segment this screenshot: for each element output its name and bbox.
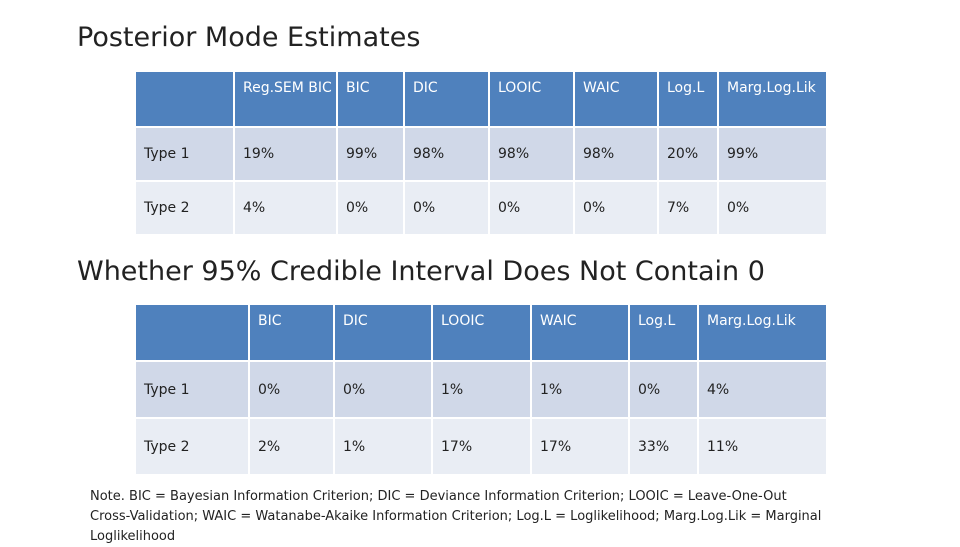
table1-header-row: Reg.SEM BIC BIC DIC LOOIC WAIC Log.L Mar… (134, 70, 828, 128)
table-row: Type 2 2% 1% 17% 17% 33% 11% (134, 417, 828, 476)
table2-header-cell: BIC (248, 303, 335, 362)
table-cell: 99% (717, 126, 828, 182)
row-label: Type 2 (134, 417, 250, 476)
table-cell: 17% (431, 417, 532, 476)
table1-title: Posterior Mode Estimates (77, 22, 421, 53)
table2-header-cell: Log.L (628, 303, 699, 362)
table-cell: 11% (697, 417, 828, 476)
credible-interval-table: BIC DIC LOOIC WAIC Log.L Marg.Log.Lik Ty… (134, 303, 828, 476)
table1-header-cell: Log.L (657, 70, 719, 128)
table-cell: 20% (657, 126, 719, 182)
table-cell: 0% (488, 180, 575, 236)
table2-header-cell: Marg.Log.Lik (697, 303, 828, 362)
table1-header-cell: Reg.SEM BIC (233, 70, 338, 128)
table-cell: 33% (628, 417, 699, 476)
table-cell: 17% (530, 417, 630, 476)
row-label: Type 2 (134, 180, 235, 236)
posterior-mode-table: Reg.SEM BIC BIC DIC LOOIC WAIC Log.L Mar… (134, 70, 828, 236)
table-cell: 0% (403, 180, 490, 236)
table2-title: Whether 95% Credible Interval Does Not C… (77, 256, 765, 287)
table-cell: 4% (233, 180, 338, 236)
table-cell: 98% (403, 126, 490, 182)
table-row: Type 1 19% 99% 98% 98% 98% 20% 99% (134, 126, 828, 182)
table-cell: 0% (336, 180, 405, 236)
table-cell: 2% (248, 417, 335, 476)
table1-header-cell: LOOIC (488, 70, 575, 128)
table1-header-cell: WAIC (573, 70, 659, 128)
row-label: Type 1 (134, 360, 250, 419)
table2-header-cell (134, 303, 250, 362)
table1-header-cell: DIC (403, 70, 490, 128)
table-cell: 98% (573, 126, 659, 182)
table-cell: 1% (333, 417, 433, 476)
table1-header-cell (134, 70, 235, 128)
table-cell: 98% (488, 126, 575, 182)
table-cell: 99% (336, 126, 405, 182)
abbreviation-note: Note. BIC = Bayesian Information Criteri… (90, 489, 822, 544)
table-cell: 1% (431, 360, 532, 419)
table2-header-cell: LOOIC (431, 303, 532, 362)
table1-header-cell: Marg.Log.Lik (717, 70, 828, 128)
row-label: Type 1 (134, 126, 235, 182)
table-cell: 19% (233, 126, 338, 182)
table-row: Type 2 4% 0% 0% 0% 0% 7% 0% (134, 180, 828, 236)
table2-header-row: BIC DIC LOOIC WAIC Log.L Marg.Log.Lik (134, 303, 828, 362)
table-cell: 4% (697, 360, 828, 419)
table-cell: 1% (530, 360, 630, 419)
table-cell: 7% (657, 180, 719, 236)
table2-header-cell: DIC (333, 303, 433, 362)
table-cell: 0% (628, 360, 699, 419)
table-cell: 0% (573, 180, 659, 236)
table1-header-cell: BIC (336, 70, 405, 128)
table2-header-cell: WAIC (530, 303, 630, 362)
table-cell: 0% (248, 360, 335, 419)
table-cell: 0% (717, 180, 828, 236)
table-row: Type 1 0% 0% 1% 1% 0% 4% (134, 360, 828, 419)
table-cell: 0% (333, 360, 433, 419)
